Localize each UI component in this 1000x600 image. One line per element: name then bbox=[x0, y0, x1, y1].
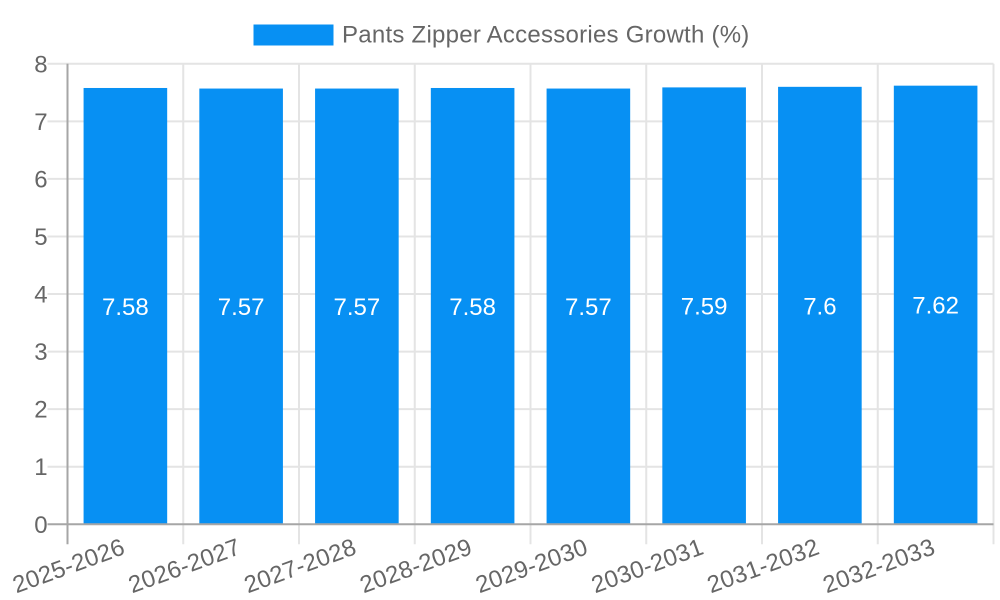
svg-text:1: 1 bbox=[34, 454, 47, 481]
svg-text:7.62: 7.62 bbox=[912, 293, 959, 320]
svg-text:8: 8 bbox=[34, 51, 47, 78]
svg-text:4: 4 bbox=[34, 282, 47, 309]
svg-text:Pants Zipper Accessories Growt: Pants Zipper Accessories Growth (%) bbox=[342, 22, 750, 49]
svg-text:7.57: 7.57 bbox=[218, 294, 265, 321]
svg-text:6: 6 bbox=[34, 166, 47, 193]
svg-text:7.6: 7.6 bbox=[803, 293, 836, 320]
svg-text:7.57: 7.57 bbox=[565, 294, 612, 321]
svg-text:7: 7 bbox=[34, 109, 47, 136]
svg-text:7.58: 7.58 bbox=[102, 294, 149, 321]
svg-text:3: 3 bbox=[34, 339, 47, 366]
svg-text:7.57: 7.57 bbox=[334, 294, 381, 321]
svg-text:2: 2 bbox=[34, 397, 47, 424]
svg-text:7.58: 7.58 bbox=[449, 294, 496, 321]
svg-text:7.59: 7.59 bbox=[681, 294, 728, 321]
svg-text:0: 0 bbox=[34, 512, 47, 539]
svg-text:5: 5 bbox=[34, 224, 47, 251]
